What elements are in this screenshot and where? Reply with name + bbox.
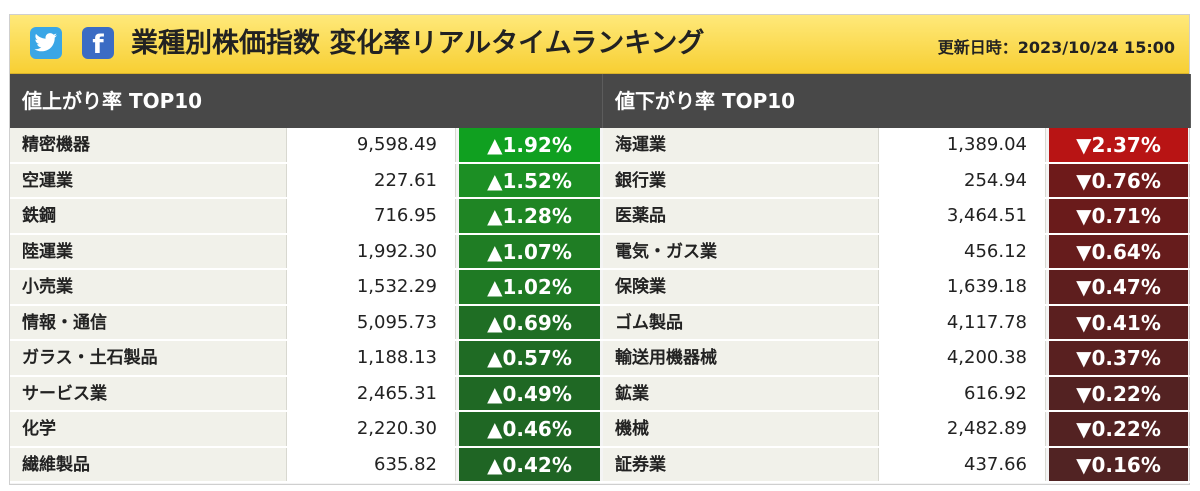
index-value: 1,532.29 xyxy=(287,270,456,304)
gainers-table: 精密機器 9,598.49 ▲1.92% 空運業 227.61 ▲1.52% 鉄鋼 716.9… xyxy=(10,128,603,483)
sector-name: 繊維製品 xyxy=(10,447,287,481)
table-row[interactable]: 情報・通信 5,095.73 ▲0.69% xyxy=(10,305,603,341)
sector-name: 小売業 xyxy=(10,270,287,304)
sector-name: 化学 xyxy=(10,412,287,446)
sector-name: サービス業 xyxy=(10,376,287,410)
index-value: 4,117.78 xyxy=(879,305,1046,339)
table-row[interactable]: 小売業 1,532.29 ▲1.02% xyxy=(10,270,603,306)
table-row[interactable]: 繊維製品 635.82 ▲0.42% xyxy=(10,447,603,483)
change-badge: ▲1.28% xyxy=(459,199,600,233)
change-badge: ▼0.76% xyxy=(1049,163,1188,197)
table-row[interactable]: 輸送用機器械 4,200.38 ▼0.37% xyxy=(603,341,1191,377)
sector-name: 空運業 xyxy=(10,163,287,197)
index-value: 9,598.49 xyxy=(287,128,456,162)
change-badge: ▼0.16% xyxy=(1049,447,1188,481)
table-row[interactable]: 化学 2,220.30 ▲0.46% xyxy=(10,412,603,448)
gainers-panel: 値上がり率 TOP10 精密機器 9,598.49 ▲1.92% 空運業 227.61 ▲… xyxy=(10,74,603,483)
index-value: 2,482.89 xyxy=(879,412,1046,446)
table-row[interactable]: 証券業 437.66 ▼0.16% xyxy=(603,447,1191,483)
index-value: 5,095.73 xyxy=(287,305,456,339)
table-row[interactable]: 陸運業 1,992.30 ▲1.07% xyxy=(10,234,603,270)
table-row[interactable]: 海運業 1,389.04 ▼2.37% xyxy=(603,128,1191,164)
table-row[interactable]: 保険業 1,639.18 ▼0.47% xyxy=(603,270,1191,306)
losers-table: 海運業 1,389.04 ▼2.37% 銀行業 254.94 ▼0.76% 医薬品 3,464… xyxy=(603,128,1191,483)
change-badge: ▲0.42% xyxy=(459,447,600,481)
change-badge: ▼0.64% xyxy=(1049,234,1188,268)
change-badge: ▼2.37% xyxy=(1049,128,1188,162)
change-badge: ▼0.37% xyxy=(1049,341,1188,375)
sector-name: 機械 xyxy=(603,412,879,446)
change-badge: ▼0.41% xyxy=(1049,305,1188,339)
change-badge: ▼0.22% xyxy=(1049,376,1188,410)
ranking-widget: f 業種別株価指数 変化率リアルタイムランキング 更新日時：2023/10/24… xyxy=(9,14,1191,485)
change-badge: ▲1.02% xyxy=(459,270,600,304)
sector-name: 精密機器 xyxy=(10,128,287,162)
table-row[interactable]: 銀行業 254.94 ▼0.76% xyxy=(603,163,1191,199)
table-row[interactable]: 鉱業 616.92 ▼0.22% xyxy=(603,376,1191,412)
index-value: 716.95 xyxy=(287,199,456,233)
sector-name: 鉱業 xyxy=(603,376,879,410)
sector-name: 陸運業 xyxy=(10,234,287,268)
gainers-title: 値上がり率 TOP10 xyxy=(10,74,603,128)
index-value: 2,465.31 xyxy=(287,376,456,410)
change-badge: ▼0.22% xyxy=(1049,412,1188,446)
index-value: 4,200.38 xyxy=(879,341,1046,375)
index-value: 616.92 xyxy=(879,376,1046,410)
sector-name: 電気・ガス業 xyxy=(603,234,879,268)
index-value: 1,188.13 xyxy=(287,341,456,375)
index-value: 254.94 xyxy=(879,163,1046,197)
table-row[interactable]: サービス業 2,465.31 ▲0.49% xyxy=(10,376,603,412)
twitter-icon[interactable] xyxy=(30,27,62,59)
table-row[interactable]: 精密機器 9,598.49 ▲1.92% xyxy=(10,128,603,164)
change-badge: ▼0.47% xyxy=(1049,270,1188,304)
table-row[interactable]: ガラス・土石製品 1,188.13 ▲0.57% xyxy=(10,341,603,377)
sector-name: ゴム製品 xyxy=(603,305,879,339)
index-value: 2,220.30 xyxy=(287,412,456,446)
widget-header: f 業種別株価指数 変化率リアルタイムランキング 更新日時：2023/10/24… xyxy=(10,15,1189,74)
change-badge: ▲0.46% xyxy=(459,412,600,446)
table-row[interactable]: ゴム製品 4,117.78 ▼0.41% xyxy=(603,305,1191,341)
sector-name: 証券業 xyxy=(603,447,879,481)
index-value: 1,389.04 xyxy=(879,128,1046,162)
change-badge: ▲0.69% xyxy=(459,305,600,339)
sector-name: 銀行業 xyxy=(603,163,879,197)
index-value: 3,464.51 xyxy=(879,199,1046,233)
sector-name: 海運業 xyxy=(603,128,879,162)
page-title: 業種別株価指数 変化率リアルタイムランキング xyxy=(131,28,705,59)
table-row[interactable]: 電気・ガス業 456.12 ▼0.64% xyxy=(603,234,1191,270)
sector-name: 情報・通信 xyxy=(10,305,287,339)
change-badge: ▲1.07% xyxy=(459,234,600,268)
updated-timestamp: 更新日時：2023/10/24 15:00 xyxy=(937,38,1175,57)
sector-name: ガラス・土石製品 xyxy=(10,341,287,375)
index-value: 227.61 xyxy=(287,163,456,197)
table-row[interactable]: 医薬品 3,464.51 ▼0.71% xyxy=(603,199,1191,235)
change-badge: ▲1.52% xyxy=(459,163,600,197)
change-badge: ▼0.71% xyxy=(1049,199,1188,233)
table-row[interactable]: 鉄鋼 716.95 ▲1.28% xyxy=(10,199,603,235)
change-badge: ▲0.57% xyxy=(459,341,600,375)
change-badge: ▲0.49% xyxy=(459,376,600,410)
index-value: 1,992.30 xyxy=(287,234,456,268)
index-value: 1,639.18 xyxy=(879,270,1046,304)
table-row[interactable]: 空運業 227.61 ▲1.52% xyxy=(10,163,603,199)
index-value: 456.12 xyxy=(879,234,1046,268)
change-badge: ▲1.92% xyxy=(459,128,600,162)
losers-panel: 値下がり率 TOP10 海運業 1,389.04 ▼2.37% 銀行業 254.94 ▼0… xyxy=(603,74,1191,483)
facebook-icon[interactable]: f xyxy=(82,27,114,59)
sector-name: 輸送用機器械 xyxy=(603,341,879,375)
index-value: 437.66 xyxy=(879,447,1046,481)
table-row[interactable]: 機械 2,482.89 ▼0.22% xyxy=(603,412,1191,448)
sector-name: 医薬品 xyxy=(603,199,879,233)
sector-name: 保険業 xyxy=(603,270,879,304)
index-value: 635.82 xyxy=(287,447,456,481)
sector-name: 鉄鋼 xyxy=(10,199,287,233)
losers-title: 値下がり率 TOP10 xyxy=(603,74,1191,128)
